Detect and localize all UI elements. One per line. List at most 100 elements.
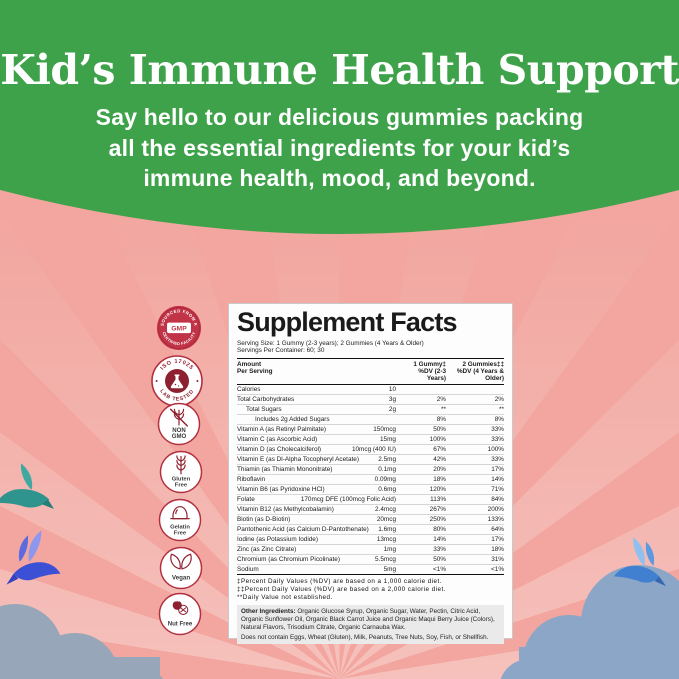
- nutrient-name: Vitamin D (as Cholecalciferol): [237, 445, 322, 453]
- nutrient-dv1: 100%: [429, 435, 446, 443]
- serving-size: Serving Size: 1 Gummy (2-3 years); 2 Gum…: [237, 339, 424, 347]
- nutrient-amount: 150mcg: [373, 425, 396, 433]
- nutrient-name: Vitamin B6 (as Pyridoxine HCl): [237, 485, 325, 493]
- badge-nut-free: Nut Free: [158, 592, 202, 636]
- table-row: Zinc (as Zinc Citrate) 1mg 33% 18%: [237, 544, 504, 554]
- nutrient-amount: 2.5mg: [378, 455, 396, 463]
- nutrient-name: Vitamin B12 (as Methylcobalamin): [237, 505, 334, 513]
- nutrient-amount: 1.6mg: [378, 525, 396, 533]
- nutrient-amount: 2g: [388, 405, 396, 413]
- nutrient-name: Chromium (as Chromium Picolinate): [237, 555, 340, 563]
- badge-label: Free: [174, 531, 187, 537]
- table-row: Includes 2g Added Sugars 8% 8%: [237, 414, 504, 424]
- nutrient-name: Vitamin E (as Dl-Alpha Tocopheryl Acetat…: [237, 455, 359, 463]
- nutrient-dv2: <1%: [491, 565, 504, 573]
- badge-label: Vegan: [172, 574, 191, 581]
- nutrient-amount: 0.1mg: [378, 465, 396, 473]
- nutrient-dv2: 33%: [491, 435, 504, 443]
- badge-label: GMO: [172, 434, 187, 440]
- badge-gmp: SOURCED FROM A CERTIFIED FACILITY GMP: [156, 305, 202, 351]
- table-row: Total Sugars 2g ** **: [237, 404, 504, 414]
- other-ingredients: Other Ingredients: Organic Glucose Syrup…: [241, 608, 495, 631]
- supplement-facts-panel: Supplement Facts Serving Size: 1 Gummy (…: [228, 303, 513, 645]
- nutrient-dv2: 33%: [491, 425, 504, 433]
- nutrient-name: Riboflavin: [237, 475, 266, 483]
- nutrient-name: Iodine (as Potassium Iodide): [237, 535, 318, 543]
- bird-blue-icon: [614, 537, 667, 587]
- nutrient-dv1: 120%: [429, 485, 446, 493]
- nutrient-dv1: 80%: [433, 525, 446, 533]
- table-row: Iodine (as Potassium Iodide) 13mcg 14% 1…: [237, 534, 504, 544]
- badge-gelatin-free: Gelatin Free: [158, 498, 202, 542]
- supplement-facts-title: Supplement Facts: [237, 307, 458, 337]
- nutrient-dv1: 33%: [433, 545, 446, 553]
- cloud-left: [0, 604, 163, 679]
- table-row: Vitamin C (as Ascorbic Acid) 15mg 100% 3…: [237, 434, 504, 444]
- table-row: Biotin (as D-Biotin) 20mcg 250% 133%: [237, 514, 504, 524]
- nutrient-amount: 5mg: [383, 565, 396, 573]
- badge-label: Nut Free: [168, 621, 193, 627]
- nutrient-dv2: 133%: [487, 515, 504, 523]
- table-row: Riboflavin 0.09mg 18% 14%: [237, 474, 504, 484]
- badge-label: Gelatin: [170, 524, 190, 530]
- badge-lab-tested: ISO 17025 LAB TESTED: [151, 355, 203, 407]
- nutrient-dv2: 200%: [487, 505, 504, 513]
- table-row: Vitamin E (as Dl-Alpha Tocopheryl Acetat…: [237, 454, 504, 464]
- nutrient-dv2: 18%: [491, 545, 504, 553]
- nutrient-dv1: 2%: [436, 395, 446, 403]
- nutrient-dv1: 113%: [430, 495, 446, 503]
- nutrient-dv1: 8%: [436, 415, 446, 423]
- nutrient-dv2: 84%: [491, 495, 504, 503]
- hero-subtitle: Say hello to our delicious gummies packi…: [0, 102, 679, 194]
- other-ingredients-box: Other Ingredients: Organic Glucose Syrup…: [237, 605, 504, 645]
- facts-table-body: Calories 10 Total Carbohydrates 3g 2% 2%…: [237, 385, 504, 574]
- col-dv1-header: 1 Gummy‡ %DV (2-3 Years): [413, 360, 446, 383]
- servings-per-container: Servings Per Container: 60; 30: [237, 347, 325, 355]
- nutrient-amount: 0.09mg: [374, 475, 396, 483]
- nutrient-amount: 13mcg: [376, 535, 396, 543]
- nutrient-dv2: 17%: [491, 535, 504, 543]
- nutrient-name: Pantothenic Acid (as Calcium D-Pantothen…: [237, 525, 369, 533]
- nutrient-name: Calories: [237, 385, 261, 393]
- nutrient-name: Thiamin (as Thiamin Mononitrate): [237, 465, 333, 473]
- nutrient-dv2: 14%: [491, 475, 504, 483]
- footnote: **Daily Value not established.: [237, 594, 333, 602]
- hero-section: Kid’s Immune Health Support Say hello to…: [0, 0, 679, 194]
- facts-table-header: Amount Per Serving 1 Gummy‡ %DV (2-3 Yea…: [237, 357, 504, 386]
- table-row: Chromium (as Chromium Picolinate) 5.5mcg…: [237, 554, 504, 564]
- nutrient-dv1: 14%: [433, 535, 446, 543]
- badge-label: NON: [172, 428, 185, 434]
- nutrient-dv1: 42%: [433, 455, 446, 463]
- nutrient-dv1: 20%: [433, 465, 446, 473]
- nutrient-amount: 170mcg DFE (100mcg Folic Acid): [300, 495, 396, 503]
- table-row: Folate 170mcg DFE (100mcg Folic Acid) 11…: [237, 494, 504, 504]
- nutrient-dv2: 8%: [494, 415, 504, 423]
- page-title: Kid’s Immune Health Support: [0, 46, 679, 94]
- vegan-icon: [170, 553, 192, 570]
- hero-subtitle-line: immune health, mood, and beyond.: [143, 165, 536, 192]
- footnote: ‡‡Percent Daily Values (%DV) are based o…: [237, 586, 446, 594]
- nutrient-dv2: 17%: [491, 465, 504, 473]
- nutrient-dv2: **: [499, 405, 504, 413]
- hero-subtitle-line: all the essential ingredients for your k…: [108, 134, 571, 161]
- non-gmo-icon: [170, 408, 188, 427]
- nutrient-name: Vitamin C (as Ascorbic Acid): [237, 435, 318, 443]
- nut-free-icon: [172, 600, 189, 615]
- nutrient-dv1: **: [441, 405, 446, 413]
- nutrient-dv2: 31%: [491, 555, 504, 563]
- bird-violet-icon: [6, 530, 61, 585]
- nutrient-amount: 10: [388, 385, 396, 393]
- green-header-shape: [0, 0, 679, 234]
- table-row: Vitamin A (as Retinyl Palmitate) 150mcg …: [237, 424, 504, 434]
- nutrient-name: Zinc (as Zinc Citrate): [237, 545, 297, 553]
- nutrient-dv1: 50%: [433, 425, 446, 433]
- badge-vegan: Vegan: [159, 546, 203, 590]
- badge-non-gmo: NON GMO: [157, 402, 201, 446]
- nutrient-name: Total Carbohydrates: [237, 395, 295, 403]
- nutrient-dv1: <1%: [433, 565, 446, 573]
- table-row: Sodium 5mg <1% <1%: [237, 564, 504, 574]
- badge-label: Free: [175, 483, 188, 489]
- gelatin-free-icon: [170, 506, 190, 520]
- nutrient-amount: 10mcg (400 IU): [351, 445, 396, 453]
- nutrient-name: Vitamin A (as Retinyl Palmitate): [237, 425, 327, 433]
